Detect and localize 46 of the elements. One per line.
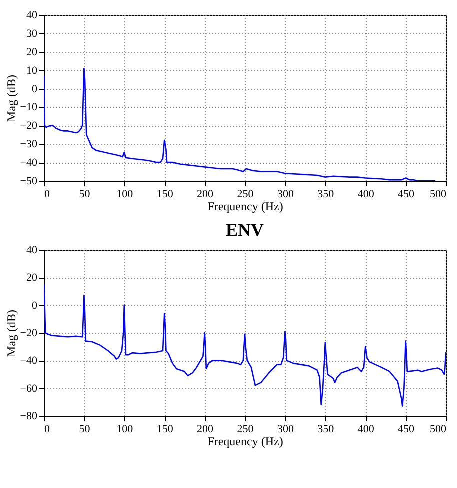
- x-tick-label: 200: [197, 424, 214, 436]
- y-tick-label: −40: [20, 355, 38, 368]
- x-tick-label: 100: [116, 188, 134, 200]
- x-tick-label: 150: [156, 424, 174, 436]
- x-tick-label: 0: [44, 188, 50, 200]
- y-tick-label: −20: [20, 328, 38, 340]
- x-tick-label: 250: [237, 424, 254, 436]
- x-tick-label: 300: [277, 188, 294, 200]
- y-tick-label: 0: [32, 300, 38, 312]
- x-tick-label: 350: [318, 424, 335, 436]
- x-tick-label: 350: [318, 188, 335, 200]
- y-tick-label: 10: [26, 64, 38, 77]
- y-tick-label: 40: [26, 244, 38, 256]
- x-tick-label: 150: [156, 188, 174, 200]
- y-tick-label: 20: [26, 46, 38, 58]
- line-series: [44, 68, 436, 181]
- x-tick-label: 0: [44, 424, 50, 436]
- x-tick-label: 250: [237, 188, 254, 200]
- y-tick-label: 0: [32, 83, 38, 96]
- x-tick-label: 500: [430, 188, 447, 200]
- x-tick-label: 50: [79, 188, 91, 200]
- y-tick-label: −10: [20, 102, 38, 114]
- y-tick-label: 30: [26, 28, 38, 40]
- line-series: [44, 284, 446, 407]
- x-tick-label: 300: [277, 424, 294, 436]
- x-tick-label: 450: [398, 188, 416, 200]
- x-tick-label: 500: [430, 424, 447, 436]
- y-tick-label: −50: [20, 176, 38, 188]
- y-axis-title: Mag (dB): [4, 75, 18, 122]
- x-tick-label: 50: [79, 424, 91, 436]
- y-tick-label: −30: [20, 138, 38, 151]
- x-tick-label: 400: [358, 424, 375, 436]
- x-tick-label: 450: [398, 424, 416, 436]
- x-tick-label: 400: [358, 188, 375, 200]
- y-axis-title: Mag (dB): [4, 310, 18, 357]
- y-tick-label: −40: [20, 157, 38, 170]
- x-axis-title: Frequency (Hz): [208, 434, 284, 448]
- x-tick-label: 200: [197, 188, 214, 200]
- y-tick-label: −80: [20, 410, 38, 422]
- y-tick-label: −60: [20, 382, 38, 395]
- x-axis-title: Frequency (Hz): [208, 200, 284, 214]
- x-tick-label: 100: [116, 424, 134, 436]
- y-tick-label: −20: [20, 120, 38, 132]
- y-tick-label: 40: [26, 10, 38, 22]
- chart-title: ENV: [226, 220, 264, 240]
- y-tick-label: 20: [26, 272, 38, 284]
